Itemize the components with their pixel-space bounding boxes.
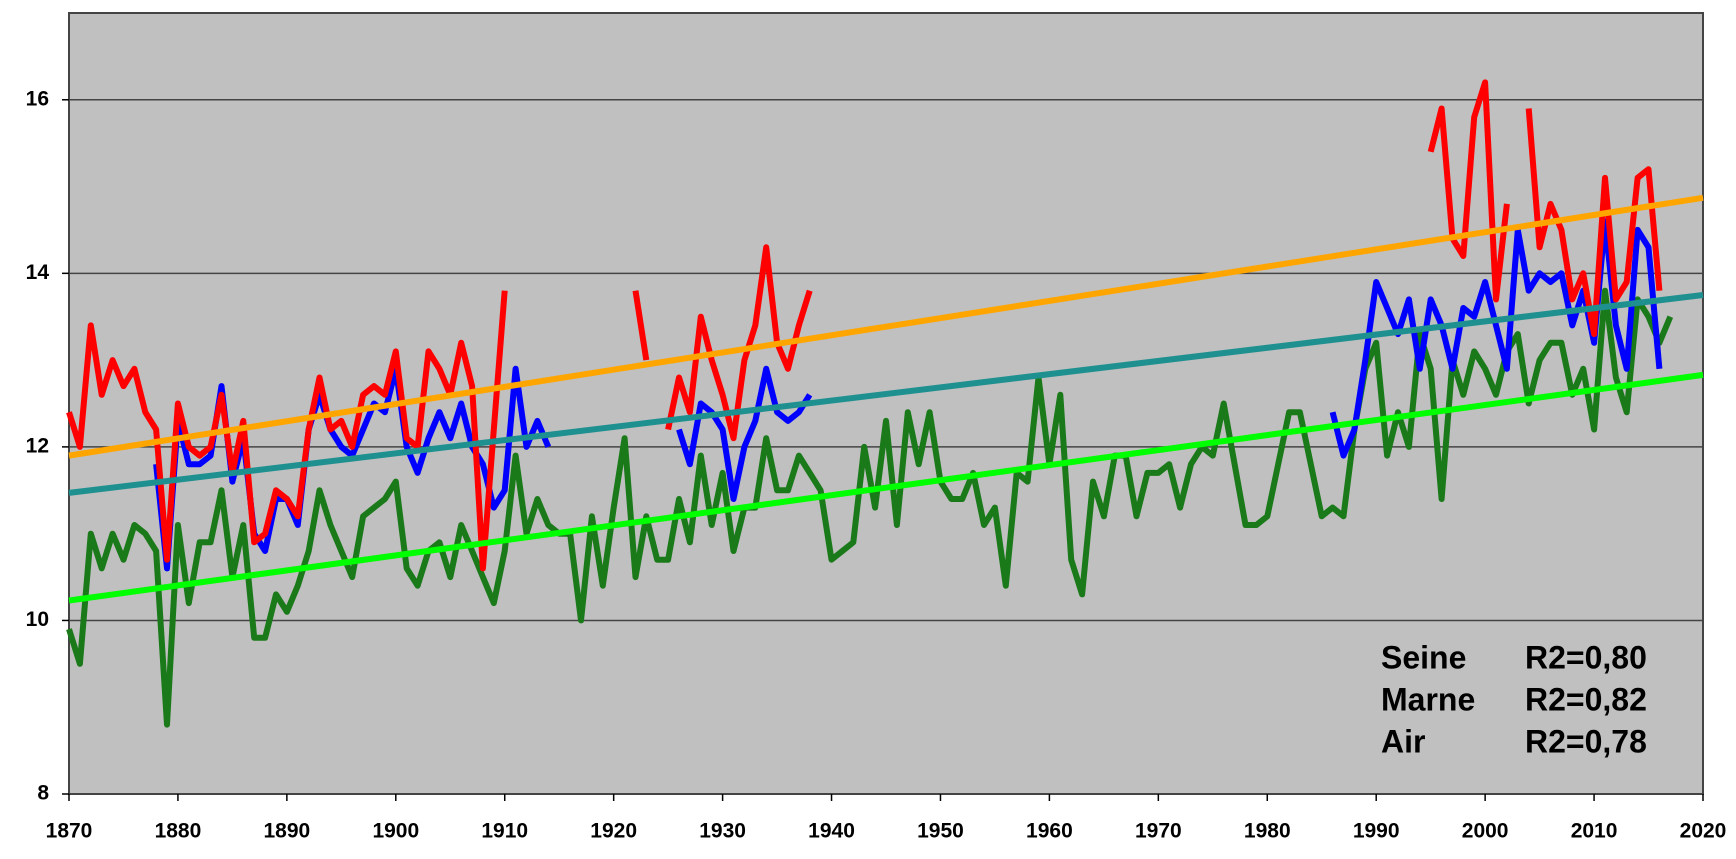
x-tick-label: 2010	[1571, 820, 1618, 843]
x-tick-label: 1920	[590, 820, 637, 843]
legend-r2: R2=0,80	[1525, 639, 1647, 675]
x-tick-label: 1960	[1026, 820, 1073, 843]
y-tick-label: 16	[26, 87, 49, 110]
legend-r2: R2=0,82	[1525, 681, 1647, 717]
x-tick-label: 1880	[155, 820, 202, 843]
data-line	[66, 79, 1663, 572]
y-tick-label: 10	[26, 608, 49, 631]
legend-name: Seine	[1381, 639, 1466, 675]
trend-line	[68, 292, 1704, 496]
y-tick-label: 8	[37, 782, 49, 805]
legend-r2: R2=0,78	[1525, 723, 1647, 759]
x-tick-label: 2020	[1680, 820, 1727, 843]
x-tick-label: 1890	[264, 820, 311, 843]
trend-line	[68, 371, 1704, 604]
x-tick-label: 1870	[46, 820, 93, 843]
legend-name: Marne	[1381, 681, 1475, 717]
x-tick-label: 1900	[372, 820, 419, 843]
x-tick-label: 1910	[481, 820, 528, 843]
x-tick-label: 1950	[917, 820, 964, 843]
legend-name: Air	[1381, 723, 1425, 759]
x-tick-label: 1970	[1135, 820, 1182, 843]
data-line	[66, 287, 1674, 728]
x-tick-label: 2000	[1462, 820, 1509, 843]
x-tick-label: 1990	[1353, 820, 1400, 843]
x-tick-label: 1930	[699, 820, 746, 843]
x-tick-label: 1980	[1244, 820, 1291, 843]
x-tick-label: 1940	[808, 820, 855, 843]
trend-line	[68, 194, 1704, 459]
y-tick-label: 12	[26, 434, 49, 457]
y-tick-label: 14	[26, 261, 50, 284]
